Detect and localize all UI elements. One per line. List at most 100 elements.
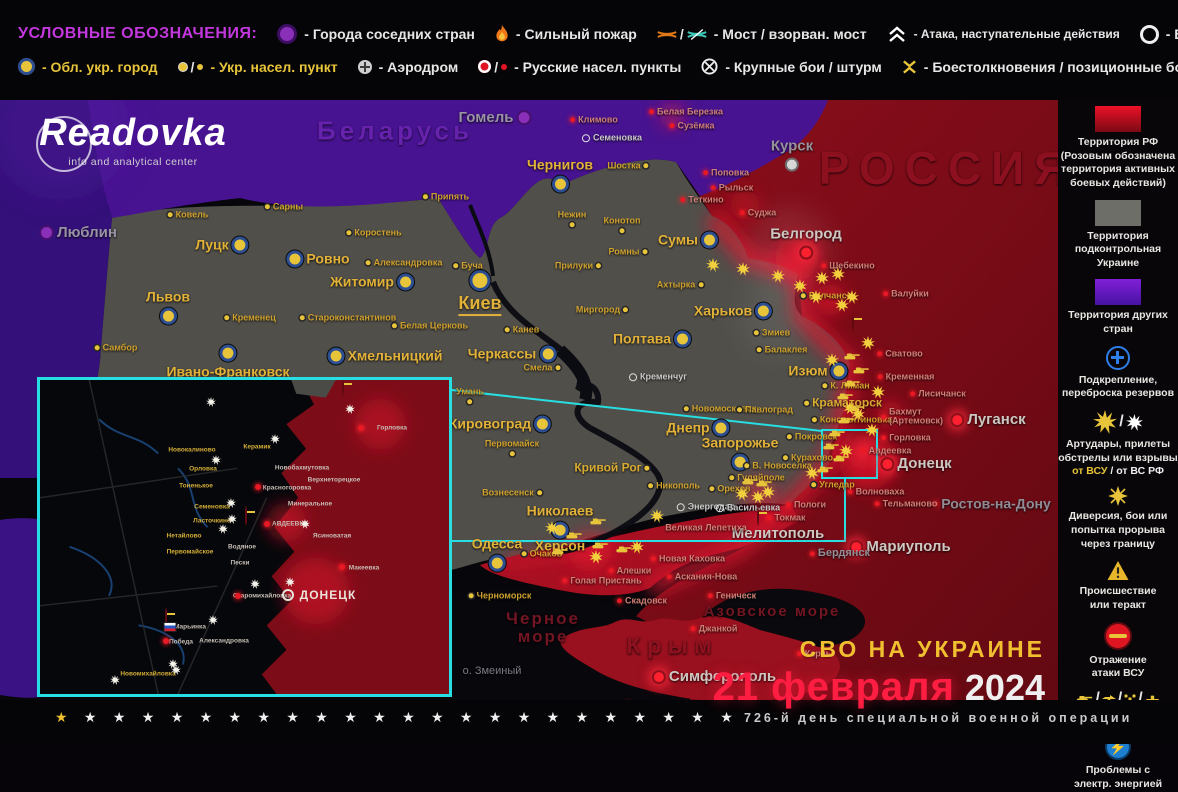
legend-item: - Аэродром <box>357 58 459 75</box>
inset-town-label: Водяное <box>227 543 257 551</box>
aerodrome-icon <box>357 59 372 74</box>
inset-town-label: ДОНЕЦК <box>299 588 357 602</box>
big-battle-icon <box>701 58 718 75</box>
inset-town-label: Нетайлово <box>166 532 202 540</box>
legend-bar: УСЛОВНЫЕ ОБОЗНАЧЕНИЯ: - Города соседних … <box>0 0 1178 100</box>
legend-item: - Города соседних стран <box>277 24 475 44</box>
day-star-icon: ★ <box>402 709 415 725</box>
day-star-icon: ★ <box>315 709 328 725</box>
legend-item-label: - Укр. насел. пункт <box>210 58 338 75</box>
map-key-sublabel: от ВСУ / от ВС РФ <box>1072 465 1164 477</box>
date-block: СВО НА УКРАИНЕ 21 февраля 2024 <box>713 636 1045 710</box>
day-star-icon: ★ <box>286 709 299 725</box>
inset-city-dot-icon <box>255 484 261 490</box>
readovka-logo: Readovka info and analytical center <box>36 112 228 172</box>
legend-item: - Атака, наступательные действия <box>887 25 1120 43</box>
legend-item-label: - Атака, наступательные действия <box>913 27 1120 41</box>
legend-item-label: - Аэродром <box>378 58 459 75</box>
map-key-item: Происшествие или теракт <box>1080 560 1156 612</box>
inset-explosion-icon <box>300 516 310 534</box>
legend-item-label: - Крупные бои / штурм <box>725 58 882 75</box>
legend-item-label: - Сильный пожар <box>515 26 637 42</box>
day-star-icon: ★ <box>112 709 126 725</box>
inset-town-label: Семеновка <box>194 503 230 511</box>
inset-explosion-icon <box>110 672 120 690</box>
inset-explosion-icon <box>171 662 181 680</box>
day-star-icon: ★ <box>691 709 704 725</box>
legend-item: - Боестолкновения / позиционные бои <box>902 59 1178 75</box>
attack-chevrons-icon <box>887 25 907 43</box>
ukr-town-pair-icon: / <box>177 59 204 75</box>
day-star-icon: ★ <box>575 709 589 725</box>
inset-town-label: Первомайское <box>166 548 214 556</box>
fire-icon <box>495 25 509 43</box>
russian-flag-icon <box>163 622 177 632</box>
map-key-item: / Артудары, прилеты обстрелы или взрывы от… <box>1058 410 1178 477</box>
map-key-item: Территория других стран <box>1068 279 1168 336</box>
inset-repelled-attack-icon <box>342 380 344 397</box>
inset-town-label: Победа <box>168 638 194 646</box>
inset-town-label: Ясиноватая <box>312 532 352 540</box>
inset-city-dot-icon <box>358 425 364 431</box>
noentry-big-icon <box>1103 621 1132 650</box>
inset-town-label: Горловка <box>376 424 408 432</box>
inset-explosion-icon <box>208 612 218 630</box>
obl-city-icon <box>18 58 35 75</box>
inset-town-label: АВДЕЕВКА <box>272 520 308 528</box>
day-star-icon: ★ <box>344 709 357 725</box>
inset-town-label: Красногоровка <box>262 484 312 492</box>
inset-town-label: Новобахмутовка <box>274 464 330 472</box>
day-star-icon: ★ <box>373 709 386 725</box>
inset-explosion-icon <box>211 452 221 470</box>
inset-town-label: Верхнеторецкое <box>307 476 361 484</box>
inset-explosion-icon <box>227 511 237 529</box>
inset-town-label: Новокалиново <box>168 446 216 454</box>
day-star-icon: ★ <box>55 709 68 725</box>
day-star-icon: ★ <box>604 709 618 725</box>
legend-item: / - Укр. насел. пункт <box>177 58 338 75</box>
day-star-icon: ★ <box>430 709 444 725</box>
inset-background <box>40 380 449 694</box>
inset-town-label: Пески <box>230 559 250 567</box>
date-day: 21 февраля <box>712 665 955 709</box>
inset-town-label: Александровка <box>199 637 249 645</box>
bursts-icon: / <box>1093 410 1143 435</box>
day-star-icon: ★ <box>459 709 473 725</box>
day-star-icon: ★ <box>720 709 733 725</box>
legend-item-label: - Блокада <box>1165 26 1178 42</box>
day-star-icon: ★ <box>170 709 184 725</box>
logo-ring-icon <box>36 116 92 172</box>
inset-explosion-icon <box>345 401 355 419</box>
inset-repelled-attack-icon <box>165 608 167 627</box>
rus-town-pair-icon: / <box>478 59 508 75</box>
legend-item: / - Мост / взорван. мост <box>657 26 867 42</box>
clash-icon <box>902 59 917 75</box>
inset-city-dot-icon <box>339 564 345 570</box>
inset-explosion-icon <box>250 576 260 594</box>
inset-city-dot-icon <box>264 521 270 527</box>
map-key-sub-part: / <box>1107 465 1117 478</box>
warn-triangle-icon <box>1106 560 1130 581</box>
legend-item-label: - Мост / взорван. мост <box>713 26 867 42</box>
legend-item: - Блокада <box>1139 24 1178 44</box>
inset-explosion-icon <box>285 574 295 592</box>
neighbor-city-icon <box>277 24 298 44</box>
legend-title: УСЛОВНЫЕ ОБОЗНАЧЕНИЯ: <box>18 25 258 42</box>
inset-explosion-icon <box>168 656 178 674</box>
bottom-strip <box>0 700 1178 744</box>
map-key-label: Подкрепление, переброска резервов <box>1061 373 1175 400</box>
inset-town-label: Новомихайловка <box>120 670 176 678</box>
inset-town-label: Орловка <box>189 465 217 473</box>
legend-item-label: - Города соседних стран <box>304 26 475 42</box>
legend-item: - Крупные бои / штурм <box>701 58 882 75</box>
map-key-label: Артудары, прилеты обстрелы или взрывы <box>1058 438 1178 464</box>
legend-item-label: - Русские насел. пункты <box>514 58 682 75</box>
sw-gray-icon <box>1094 199 1141 226</box>
inset-town-label: Марьинка <box>174 623 206 631</box>
sabotage-star-icon <box>1108 486 1128 507</box>
inset-city-dot-icon <box>163 638 169 644</box>
legend-item: / - Русские насел. пункты <box>478 59 681 75</box>
day-star-icon: ★ <box>228 709 242 725</box>
map-key-item: Диверсия, бои или попытка прорыва через … <box>1069 486 1167 551</box>
map-key-label: Территория подконтрольная Украине <box>1074 229 1162 269</box>
